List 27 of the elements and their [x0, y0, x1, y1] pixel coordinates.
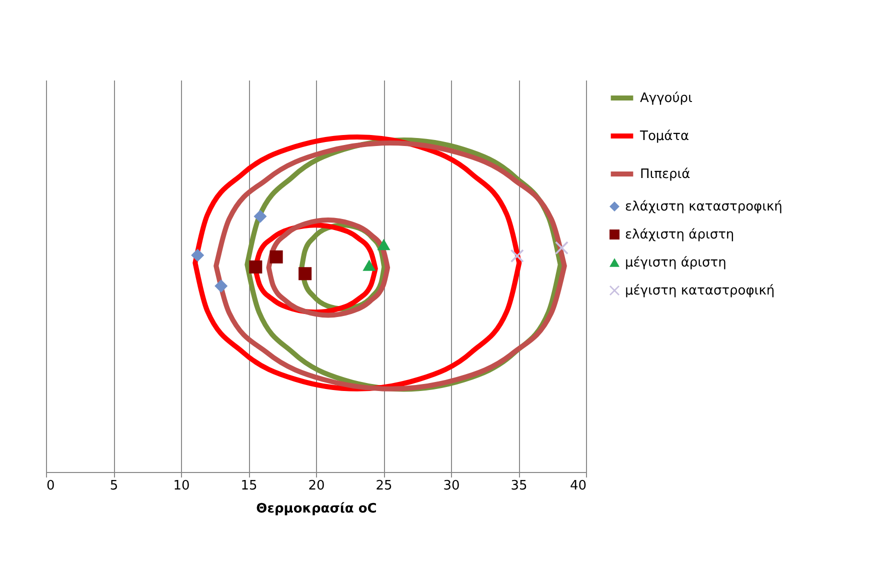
- legend-label: Πιπεριά: [640, 167, 690, 182]
- x-tick-label: 20: [308, 478, 325, 494]
- point: [362, 260, 376, 271]
- x-tick-label: 5: [110, 478, 118, 494]
- x-tick-label: 0: [46, 478, 55, 494]
- point: [270, 250, 283, 264]
- point: [510, 249, 524, 262]
- point: [191, 248, 204, 262]
- x-tick-label: 15: [240, 478, 258, 494]
- legend-label: ελάχιστη καταστροφική: [625, 200, 782, 214]
- x-tick-label: 10: [173, 478, 190, 494]
- x-tick-label: 35: [510, 478, 528, 494]
- point: [298, 267, 312, 280]
- point: [249, 260, 262, 274]
- legend-label: Τομάτα: [639, 129, 690, 144]
- point: [214, 280, 228, 293]
- legend-label: ελάχιστη άριστη: [625, 228, 734, 242]
- legend-label: μέγιστη άριστη: [625, 256, 726, 270]
- legend-label: μέγιστη καταστροφική: [625, 284, 775, 298]
- x-tick-label: 40: [570, 478, 586, 494]
- point: [254, 210, 267, 223]
- x-tick-label: 25: [376, 478, 392, 494]
- x-axis-title: Θερμοκρασία oC: [256, 502, 377, 516]
- point: [377, 238, 390, 250]
- legend-label: Αγγούρι: [640, 91, 692, 106]
- point: [555, 241, 568, 254]
- x-tick-label: 30: [443, 478, 460, 494]
